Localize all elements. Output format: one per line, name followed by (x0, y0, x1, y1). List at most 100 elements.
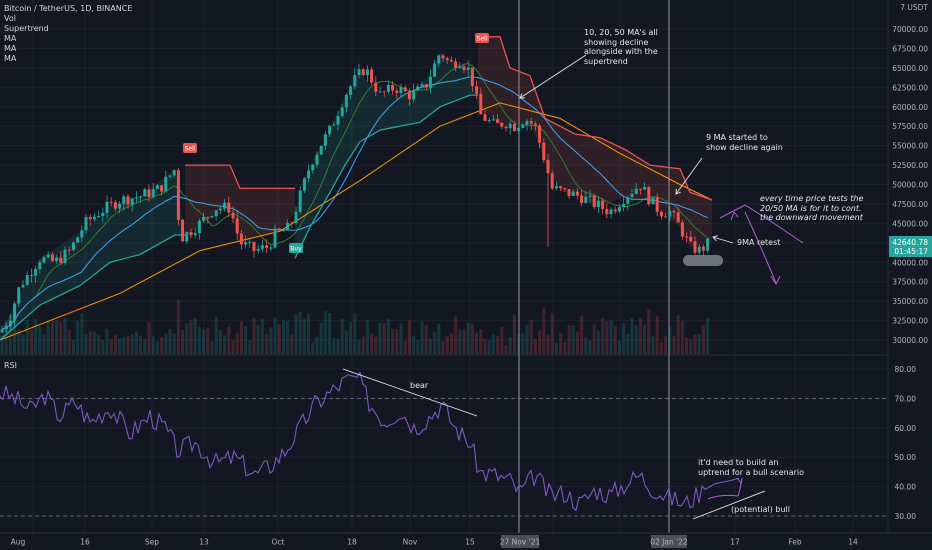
candle-body (218, 208, 222, 211)
annotation-bull: (potential) bull (731, 505, 790, 514)
supertrend-fill-down (478, 36, 712, 247)
volume-bar (395, 329, 399, 354)
sell-signal-text: Sell (477, 36, 488, 43)
rsi-title[interactable]: RSI (4, 361, 17, 370)
candle-body (479, 93, 483, 115)
candle-body (122, 196, 126, 204)
candle-body (273, 228, 277, 248)
volume-bar (668, 325, 672, 354)
candle-body (290, 222, 294, 224)
candle-body (659, 211, 663, 217)
volume-bar (462, 329, 466, 354)
indicator-ma-1[interactable]: MA (4, 34, 17, 43)
candle-body (189, 232, 193, 236)
annotation-ma-decline: 10, 20, 50 MA's all showing decline alon… (584, 28, 658, 66)
date-tick-label: Nov (403, 538, 418, 547)
candle-body (328, 125, 332, 135)
projection-up-head (730, 211, 739, 221)
candle-body (307, 170, 311, 179)
candle-body (336, 116, 340, 125)
volume-bar (533, 338, 537, 354)
volume-bar (340, 318, 344, 354)
price-tick-label: 50000.00 (892, 181, 928, 190)
candle-body (697, 246, 701, 253)
volume-bar (676, 315, 680, 354)
volume-bar (571, 325, 575, 354)
arrow-ma-decline-shaft (519, 54, 587, 99)
volume-bar (470, 324, 474, 354)
candle-body (281, 230, 285, 232)
volume-bar (349, 322, 353, 354)
grid (0, 0, 932, 533)
candle-body (382, 91, 386, 93)
candle-body (521, 124, 525, 128)
date-tick-label: Sep (145, 538, 159, 547)
candle-body (231, 212, 235, 219)
volume-bars (0, 299, 710, 354)
volume-bar (622, 323, 626, 354)
indicator-supertrend[interactable]: Supertrend (4, 24, 49, 33)
indicator-ma-2[interactable]: MA (4, 44, 17, 53)
candle-body (664, 216, 668, 218)
volume-bar (273, 317, 277, 354)
rsi-tick-label: 70.00 (895, 394, 917, 403)
volume-bar (42, 334, 46, 354)
candle-body (483, 114, 487, 121)
volume-bar (252, 318, 256, 354)
volume-bar (399, 323, 403, 354)
volume-bar (147, 321, 151, 354)
indicator-ma-3[interactable]: MA (4, 54, 17, 63)
candle-body (399, 87, 403, 93)
volume-bar (344, 330, 348, 354)
candle-body (378, 91, 382, 93)
candle-body (563, 188, 567, 190)
volume-bar (302, 318, 306, 354)
candle-body (344, 94, 348, 108)
volume-bar (412, 335, 416, 354)
candle-body (374, 82, 378, 92)
volume-bar (55, 320, 59, 354)
price-tick-label: 40000.00 (892, 258, 928, 267)
candle-body (638, 188, 642, 190)
volume-bar (559, 333, 563, 354)
volume-bar (659, 342, 663, 354)
supertrend-lines (0, 36, 713, 341)
volume-bar (638, 318, 642, 354)
volume-bar (550, 313, 554, 354)
price-tick-label: 30000.00 (892, 336, 928, 345)
candle-body (445, 58, 449, 60)
candle-body (55, 257, 59, 261)
volume-bar (416, 339, 420, 354)
volume-bar (319, 322, 323, 354)
candle-body (97, 216, 101, 218)
price-tick-label: 47500.00 (892, 200, 928, 209)
volume-bar (449, 332, 453, 354)
sell-signal: Sell (183, 143, 197, 153)
candle-body (693, 241, 697, 253)
candle-body (676, 212, 680, 223)
arrow-ma-decline-head (519, 93, 526, 99)
volume-bar (323, 311, 327, 354)
volume-bar (25, 320, 29, 354)
symbol-title[interactable]: Bitcoin / TetherUS, 1D, BINANCE (4, 4, 133, 13)
volume-bar (265, 334, 269, 354)
date-tick-label: Oct (272, 538, 285, 547)
candle-body (386, 84, 390, 92)
sell-signal-text: Sell (185, 146, 196, 153)
volume-bar (294, 314, 298, 354)
volume-bar (475, 332, 479, 354)
volume-bar (134, 331, 138, 354)
volume-bar (17, 329, 21, 354)
buy-signal-text: Buy (290, 246, 302, 253)
candle-body (4, 325, 8, 330)
candle-body (571, 191, 575, 197)
arrow-retest-shaft (712, 236, 734, 244)
indicator-vol[interactable]: Vol (4, 14, 16, 23)
candle-body (160, 185, 164, 192)
candle-body (680, 222, 684, 237)
rsi-projection (707, 477, 743, 500)
date-marker-label: 02 Jan '22 (650, 538, 688, 547)
candle-body (8, 320, 12, 326)
candle-body (155, 185, 159, 190)
